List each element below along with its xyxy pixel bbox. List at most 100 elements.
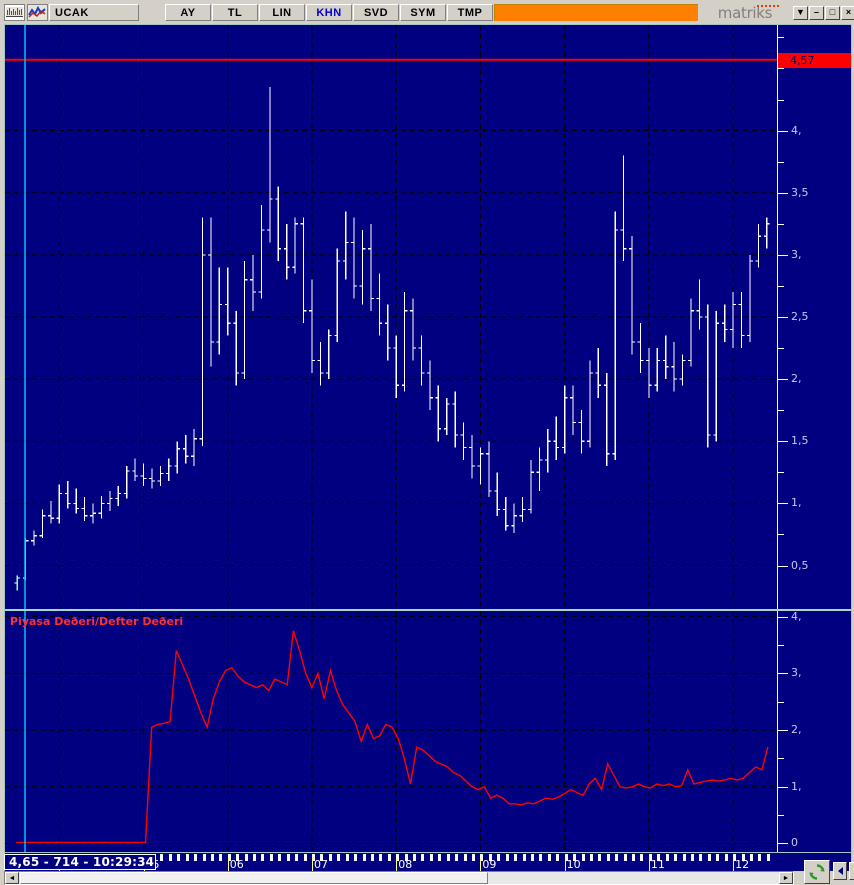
- time-axis-bar[interactable]: 040506070809101112: [4, 853, 852, 871]
- price-minor-tick: [777, 472, 784, 474]
- price-tick: [777, 130, 788, 132]
- time-tick: [497, 854, 501, 861]
- indicator-tick: [777, 730, 788, 732]
- indicator-axis-line: [777, 611, 778, 852]
- time-tick: [657, 854, 661, 861]
- time-tick: [749, 854, 753, 861]
- refresh-button[interactable]: [804, 860, 830, 884]
- time-tick: [446, 854, 450, 861]
- time-tick: [210, 854, 214, 861]
- time-tick: [227, 854, 231, 861]
- time-tick: [581, 854, 585, 861]
- time-tick: [632, 854, 636, 861]
- time-tick: [194, 854, 198, 861]
- year-tick: [396, 858, 398, 871]
- refresh-icon: [809, 864, 825, 880]
- period-button[interactable]: AY: [165, 4, 211, 21]
- close-button[interactable]: ×: [841, 5, 854, 20]
- time-tick: [311, 854, 315, 861]
- minimize-button[interactable]: –: [809, 5, 824, 20]
- price-tick-label: 3,: [791, 247, 802, 261]
- svd-button[interactable]: SVD: [353, 4, 399, 21]
- time-tick: [202, 854, 206, 861]
- year-tick: [648, 858, 650, 871]
- time-tick: [514, 854, 518, 861]
- price-tick: [777, 254, 788, 256]
- time-tick: [539, 854, 543, 861]
- time-tick: [421, 854, 425, 861]
- time-tick: [177, 854, 181, 861]
- price-minor-tick: [777, 410, 784, 412]
- time-tick: [758, 854, 762, 861]
- time-tick: [160, 854, 164, 861]
- price-chart-panel[interactable]: 4, 3,5 3, 2,5 2, 1,5 1, 0,5 4,57: [5, 25, 851, 609]
- indicator-tick-label: 3,: [791, 666, 802, 680]
- time-tick: [615, 854, 619, 861]
- khn-button[interactable]: KHN: [306, 4, 352, 21]
- scrollbar-right-arrow[interactable]: ►: [779, 872, 793, 884]
- scrollbar-left-arrow[interactable]: ◄: [5, 872, 19, 884]
- indicator-plot[interactable]: [5, 611, 777, 852]
- price-tick: [777, 565, 788, 567]
- line-chart-icon[interactable]: [27, 4, 48, 21]
- scroll-left-button[interactable]: [833, 862, 847, 880]
- indicator-title: Piyasa Deðeri/Defter Deðeri: [10, 615, 184, 628]
- orange-status-strip: [494, 4, 698, 21]
- price-plot[interactable]: [5, 25, 777, 609]
- year-tick: [480, 858, 482, 871]
- time-tick: [396, 854, 400, 861]
- indicator-minor-tick: [777, 758, 784, 760]
- currency-button[interactable]: TL: [212, 4, 258, 21]
- indicator-tick-label: 4,: [791, 611, 802, 623]
- indicator-tick: [777, 786, 788, 788]
- time-tick: [480, 854, 484, 861]
- indicator-tick: [777, 673, 788, 675]
- brand-text: matriks: [717, 3, 773, 22]
- year-label: 11: [650, 858, 665, 871]
- price-minor-tick: [777, 223, 784, 225]
- scrollbar-thumb[interactable]: [20, 872, 488, 884]
- time-tick: [766, 854, 770, 861]
- time-tick: [429, 854, 433, 861]
- price-minor-tick: [777, 99, 784, 101]
- time-tick: [463, 854, 467, 861]
- price-tick: [777, 379, 788, 381]
- scroll-right-button[interactable]: [849, 862, 854, 880]
- time-tick: [320, 854, 324, 861]
- left-arrow-icon: [837, 867, 843, 875]
- price-tick-label: 2,5: [791, 310, 809, 323]
- time-tick: [573, 854, 577, 861]
- time-tick: [707, 854, 711, 861]
- year-tick: [733, 858, 735, 871]
- time-tick: [665, 854, 669, 861]
- time-tick: [168, 854, 172, 861]
- price-axis[interactable]: 4, 3,5 3, 2,5 2, 1,5 1, 0,5 4,57: [777, 25, 851, 609]
- price-minor-tick: [777, 285, 784, 287]
- indicator-tick: [777, 616, 788, 618]
- time-tick: [337, 854, 341, 861]
- indicator-tick-label: 2,: [791, 723, 802, 737]
- horizontal-scrollbar[interactable]: ◄ ►: [4, 871, 794, 885]
- year-label: 08: [398, 858, 413, 871]
- indicator-minor-tick: [777, 645, 784, 647]
- price-minor-tick: [777, 37, 784, 39]
- maximize-button[interactable]: □: [825, 5, 840, 20]
- dropdown-button[interactable]: ▼: [793, 5, 808, 20]
- sym-button[interactable]: SYM: [400, 4, 446, 21]
- time-tick: [438, 854, 442, 861]
- time-tick: [547, 854, 551, 861]
- bar-chart-icon[interactable]: [4, 4, 25, 21]
- scale-button[interactable]: LIN: [259, 4, 305, 21]
- price-minor-tick: [777, 68, 784, 70]
- time-tick: [733, 854, 737, 861]
- time-tick: [488, 854, 492, 861]
- year-tick: [564, 858, 566, 871]
- symbol-field[interactable]: UCAK: [49, 4, 139, 21]
- indicator-axis[interactable]: 4, 3, 2, 1, 0: [777, 611, 851, 852]
- time-tick: [303, 854, 307, 861]
- tmp-button[interactable]: TMP: [447, 4, 493, 21]
- time-tick: [724, 854, 728, 861]
- indicator-panel[interactable]: Piyasa Deðeri/Defter Deðeri 4, 3, 2, 1, 0: [5, 611, 851, 852]
- year-tick: [227, 858, 229, 871]
- price-minor-tick: [777, 161, 784, 163]
